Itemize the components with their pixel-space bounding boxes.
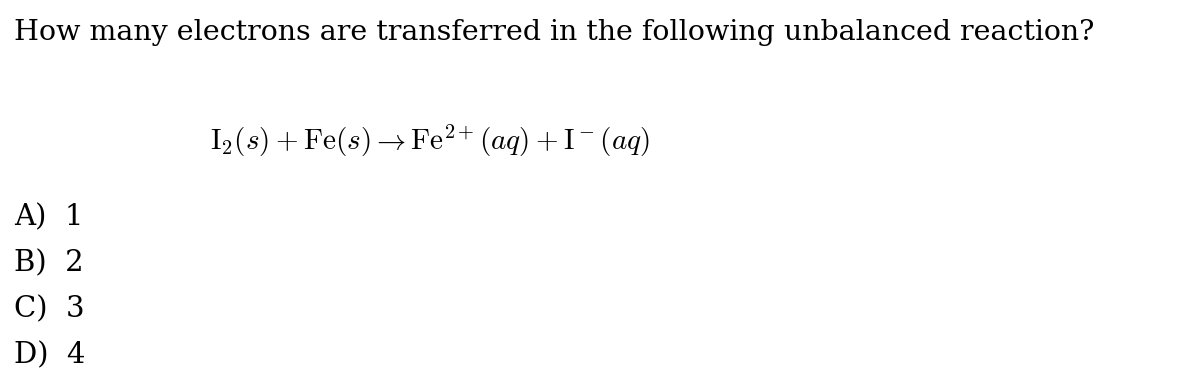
Text: A)  1: A) 1	[14, 204, 84, 232]
Text: B)  2: B) 2	[14, 250, 84, 278]
Text: How many electrons are transferred in the following unbalanced reaction?: How many electrons are transferred in th…	[14, 19, 1094, 46]
Text: D)  4: D) 4	[14, 342, 86, 370]
Text: C)  3: C) 3	[14, 296, 85, 324]
Text: $\mathrm{I_2(}\mathit{s}\mathrm{) + Fe(}\mathit{s}\mathrm{) \rightarrow Fe^{2+}(: $\mathrm{I_2(}\mathit{s}\mathrm{) + Fe(}…	[210, 123, 650, 159]
